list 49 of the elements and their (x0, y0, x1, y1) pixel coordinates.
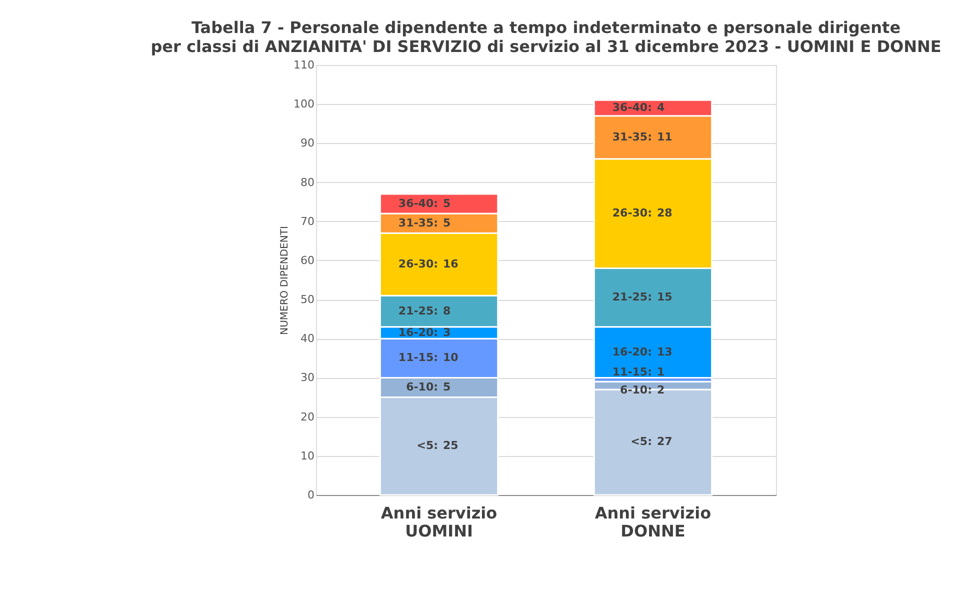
text: 11-15: (398, 351, 438, 364)
series-label: 21-25: (398, 304, 438, 318)
data-label: 4 (656, 101, 665, 114)
series-label: 11-15: (612, 366, 652, 379)
y-tick-label: 60 (300, 254, 314, 267)
data-label: 13 (656, 345, 672, 358)
chart-title: Tabella 7 - Personale dipendente a tempo indeterminato e personale dirigente (191, 18, 901, 37)
text: 31-35: (612, 130, 652, 144)
data-label: 5 (443, 216, 451, 230)
series-label: 31-35: (398, 216, 438, 230)
y-tick-label: 50 (300, 293, 314, 306)
series-label: 6-10: (620, 384, 652, 397)
data-label: 5 (443, 196, 451, 210)
y-tick-label: 20 (300, 410, 314, 424)
y-tick-label: 30 (300, 371, 314, 384)
series-label: 16-20: (398, 326, 438, 339)
data-label: 27 (656, 435, 672, 448)
series-label: 36-40: (612, 101, 652, 114)
text: 16-20: (612, 345, 652, 358)
data-label: 28 (656, 206, 672, 220)
text: 6-10: (406, 380, 438, 394)
data-label: 11 (656, 130, 672, 144)
data-label: 1 (656, 366, 665, 379)
data-label: 2 (656, 384, 665, 397)
text: 36-40: (398, 196, 438, 210)
y-tick-label: 10 (300, 449, 314, 462)
chart-subtitle: per classi di ANZIANITA' DI SERVIZIO di servizio al 31 dicembre 2023 - UOMINI E DONNE (150, 37, 942, 56)
y-tick-label: 70 (300, 214, 314, 228)
y-axis-title: NUMERO DIPENDENTI (280, 226, 291, 335)
data-label: 16 (443, 257, 459, 270)
data-label: 3 (443, 326, 451, 339)
x-tick-label: Anni servizio UOMINI (380, 504, 498, 540)
data-label: 5 (443, 380, 451, 394)
text: 26-30: (612, 206, 652, 220)
y-tick-label: 110 (294, 58, 314, 72)
y-tick-label: 0 (308, 488, 314, 502)
series-label: 26-30: (398, 257, 438, 270)
data-label: 10 (443, 351, 459, 364)
data-label: 15 (656, 290, 672, 304)
x-tick-label: Anni servizio DONNE (594, 504, 712, 540)
data-label: 25 (443, 439, 458, 452)
y-tick-label: 90 (300, 136, 314, 150)
y-tick-label: 100 (294, 98, 314, 111)
text: <5: (630, 435, 652, 448)
text: 21-25: (612, 290, 652, 304)
data-label: 8 (443, 304, 451, 318)
series-label: <5: (416, 439, 438, 452)
y-tick-label: 40 (300, 332, 314, 346)
y-tick-label: 80 (300, 176, 314, 189)
